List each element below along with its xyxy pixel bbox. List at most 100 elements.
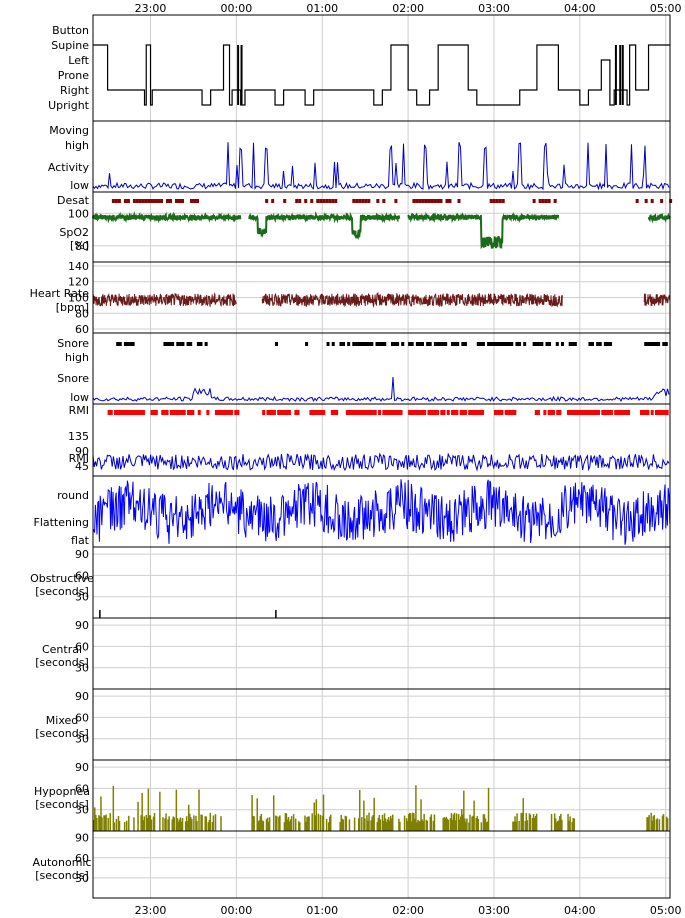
rmi-event-9 bbox=[536, 410, 540, 415]
rmi-event-7 bbox=[459, 410, 463, 415]
snore-event-7 bbox=[560, 342, 564, 346]
hypopnea-bar-7 bbox=[476, 816, 478, 831]
obstructive-label: Obstructive bbox=[30, 572, 94, 585]
rmi-event-9 bbox=[551, 410, 555, 415]
desat-event-3 bbox=[364, 199, 368, 203]
snore-event-9 bbox=[664, 342, 668, 346]
rmi-event-2 bbox=[229, 410, 233, 415]
desat-event-7 bbox=[644, 199, 648, 203]
hypopnea-bar-4 bbox=[283, 822, 286, 831]
rmi-event-11 bbox=[665, 410, 669, 415]
hypopnea-bar-1 bbox=[164, 818, 166, 831]
hypopnea-bar-3 bbox=[276, 816, 278, 831]
desat-event-4 bbox=[412, 199, 416, 203]
rmi-events-label: RMI bbox=[69, 404, 89, 417]
hypopnea-bar-6 bbox=[414, 818, 416, 831]
desat-event-8 bbox=[669, 199, 673, 203]
snore-event-4 bbox=[342, 342, 346, 346]
snore-event-5 bbox=[439, 342, 443, 346]
rmi-event-6 bbox=[440, 410, 444, 415]
hypopnea-bar-9 bbox=[550, 813, 553, 831]
hypopnea-bar-8 bbox=[524, 820, 527, 831]
snore-event-6 bbox=[487, 342, 491, 346]
rmi-event-10 bbox=[601, 410, 605, 415]
rmi-event-9 bbox=[543, 410, 547, 415]
desat-event-0 bbox=[117, 199, 121, 203]
rmi-event-1 bbox=[197, 410, 201, 415]
desat-event-5 bbox=[495, 199, 499, 203]
obstructive-tick-90: 90 bbox=[75, 548, 89, 561]
activity-label-high: high bbox=[65, 139, 89, 152]
hypopnea-bar-7 bbox=[446, 818, 449, 831]
rmi-event-8 bbox=[513, 410, 517, 415]
hypopnea-bar-1 bbox=[178, 819, 181, 831]
hypopnea-bar-0 bbox=[95, 814, 97, 831]
hypopnea-bar-5 bbox=[391, 814, 394, 831]
snore-event-7 bbox=[571, 342, 575, 346]
hypopnea-bar-0 bbox=[137, 801, 139, 831]
hypopnea-bar-10 bbox=[666, 818, 669, 831]
rmi-event-1 bbox=[161, 410, 165, 415]
hypopnea-bar-5 bbox=[376, 822, 379, 831]
desat-event-3 bbox=[352, 199, 356, 203]
hypopnea-bar-3 bbox=[272, 795, 275, 831]
rmi-event-0 bbox=[137, 410, 141, 415]
desat-event-3 bbox=[376, 199, 380, 203]
hypopnea-bar-3 bbox=[253, 816, 255, 831]
desat-event-3 bbox=[367, 199, 371, 203]
rmi-event-3 bbox=[279, 410, 283, 415]
hypopnea-bar-1 bbox=[212, 815, 215, 831]
flattening-label-name: Flattening bbox=[34, 516, 90, 529]
desat-event-3 bbox=[355, 199, 359, 203]
rmi-event-4 bbox=[317, 410, 321, 415]
snore-event-4 bbox=[365, 342, 369, 346]
desat-event-7 bbox=[635, 199, 639, 203]
rmi-event-10 bbox=[627, 410, 631, 415]
hypopnea-bar-8 bbox=[522, 798, 524, 831]
snore-event-4 bbox=[339, 342, 343, 346]
time-tick-top-1: 00:00 bbox=[221, 2, 253, 15]
rmi-event-5 bbox=[373, 410, 377, 415]
rmi-event-5 bbox=[397, 410, 401, 415]
hypopnea-bar-6 bbox=[407, 814, 410, 831]
heart-rate-label: Heart Rate bbox=[30, 287, 90, 300]
hypopnea-bar-4 bbox=[289, 819, 292, 831]
hypopnea-bar-3 bbox=[260, 814, 263, 831]
central-unit: [seconds] bbox=[35, 656, 89, 669]
rmi-event-11 bbox=[646, 410, 650, 415]
mixed-tick-60: 60 bbox=[75, 711, 89, 724]
rmi-event-9 bbox=[558, 410, 562, 415]
snore-event-4 bbox=[378, 342, 382, 346]
hypopnea-bar-7 bbox=[482, 814, 485, 831]
hypopnea-bar-5 bbox=[342, 819, 345, 831]
spo2-trace-2 bbox=[407, 211, 560, 250]
rmi-event-7 bbox=[453, 410, 457, 415]
rmi-event-10 bbox=[618, 410, 622, 415]
hypopnea-bar-6 bbox=[423, 813, 425, 831]
rmi-event-11 bbox=[659, 410, 663, 415]
rmi-event-0 bbox=[122, 410, 126, 415]
hypopnea-bar-5 bbox=[386, 819, 389, 831]
hypopnea-bar-0 bbox=[140, 815, 142, 831]
rmi-event-5 bbox=[352, 410, 356, 415]
position-label-button: Button bbox=[52, 24, 89, 37]
time-tick-bottom-3: 02:00 bbox=[392, 904, 424, 917]
desat-event-3 bbox=[382, 199, 386, 203]
hypopnea-bar-3 bbox=[275, 815, 277, 831]
hypopnea-bar-0 bbox=[113, 822, 116, 831]
hypopnea-bar-4 bbox=[307, 816, 309, 831]
snore-event-5 bbox=[441, 342, 445, 346]
activity-label-low: low bbox=[70, 179, 89, 192]
hypopnea-bar-10 bbox=[661, 815, 664, 831]
snore-event-9 bbox=[651, 342, 655, 346]
snore-event-8 bbox=[603, 342, 607, 346]
hypopnea-bar-0 bbox=[145, 814, 148, 831]
snore-event-7 bbox=[540, 342, 544, 346]
rmi-event-10 bbox=[603, 410, 607, 415]
heart-rate-unit: [bpm] bbox=[56, 301, 89, 314]
rmi-event-10 bbox=[607, 410, 611, 415]
hypopnea-bar-0 bbox=[99, 816, 101, 831]
snore-event-6 bbox=[515, 342, 519, 346]
rmi-event-6 bbox=[431, 410, 435, 415]
snore-event-1 bbox=[189, 342, 193, 346]
